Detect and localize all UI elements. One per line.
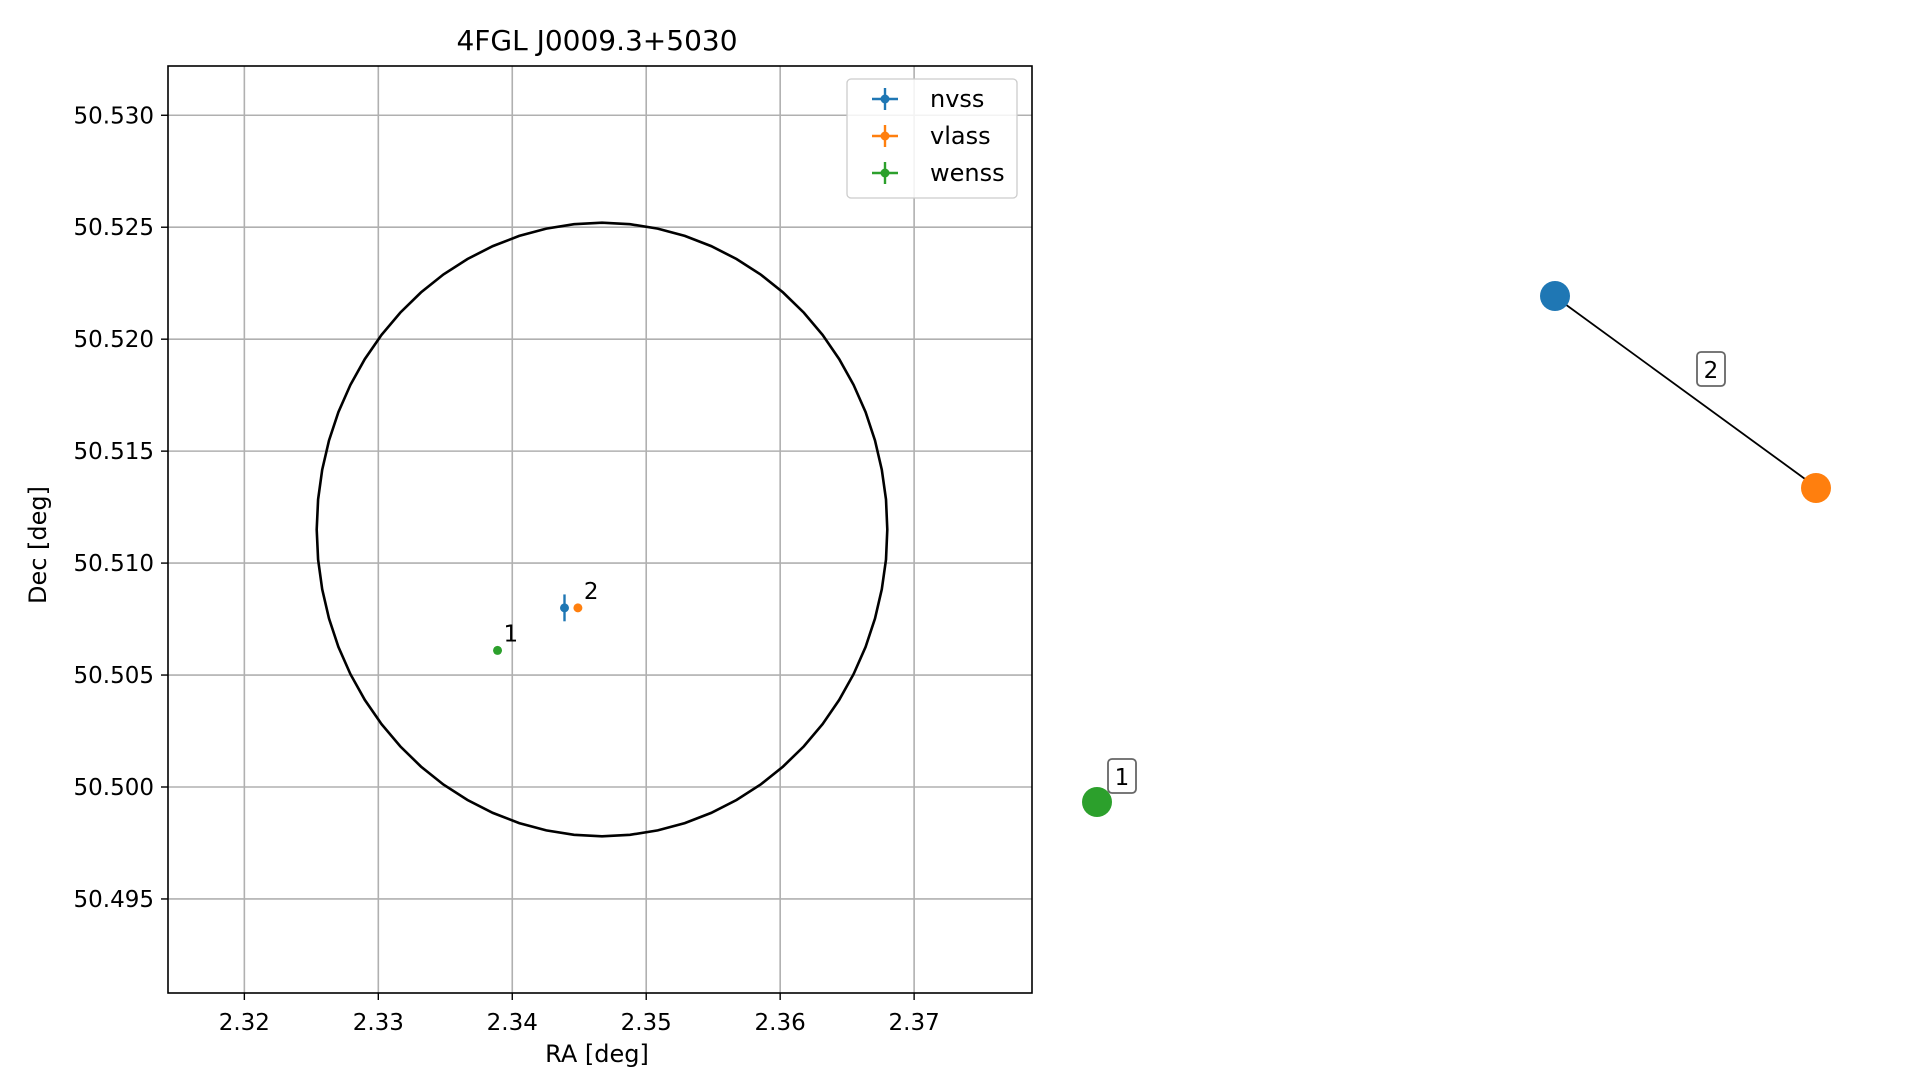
chart-title: 4FGL J0009.3+5030: [456, 24, 737, 57]
x-tick-label: 2.36: [755, 1010, 806, 1036]
x-ticks: 2.32 2.33 2.34 2.35 2.36 2.37: [219, 993, 940, 1036]
edge-nvss-vlass: [1553, 295, 1817, 488]
grid-layer: [168, 66, 1032, 993]
y-ticks: 50.495 50.500 50.505 50.510 50.515 50.520 50.5…: [74, 103, 168, 913]
legend-label-vlass: vlass: [930, 122, 991, 150]
y-axis-label: Dec [deg]: [24, 486, 52, 604]
x-tick-label: 2.34: [487, 1010, 538, 1036]
edge-label-box: [1696, 351, 1726, 387]
localization-ellipse: [315, 221, 889, 838]
point-wenss: [493, 645, 503, 655]
legend-dot-nvss: [880, 94, 890, 104]
legend-frame: [846, 78, 1018, 199]
node-vlass: [1801, 473, 1831, 503]
x-tick-label: 2.35: [621, 1010, 672, 1036]
axes-frame: [167, 65, 1033, 994]
legend: nvss vlass wenss: [846, 78, 1018, 199]
point-vlass: [573, 603, 583, 613]
y-tick-label: 50.510: [74, 551, 154, 577]
point-nvss: [560, 603, 570, 613]
node-label: 1: [1115, 765, 1130, 791]
node-nvss: [1540, 281, 1570, 311]
scatter-panel: 4FGL J0009.3+5030 21 2.32 2.33 2.34 2.35 2.3…: [24, 24, 1033, 1068]
point-label: 1: [504, 621, 519, 647]
x-axis-label: RA [deg]: [545, 1040, 649, 1068]
node-label-box: [1107, 758, 1137, 794]
legend-label-wenss: wenss: [930, 159, 1005, 187]
x-tick-label: 2.33: [353, 1010, 404, 1036]
y-tick-label: 50.530: [74, 103, 154, 129]
x-tick-label: 2.32: [219, 1010, 270, 1036]
y-tick-label: 50.520: [74, 327, 154, 353]
y-tick-label: 50.525: [74, 215, 154, 241]
legend-dot-vlass: [880, 131, 890, 141]
edge-label: 2: [1704, 358, 1719, 384]
points-layer: 21: [493, 579, 599, 655]
network-panel: 2 1: [1082, 281, 1831, 817]
legend-dot-wenss: [880, 168, 890, 178]
node-wenss: [1082, 787, 1112, 817]
point-label: 2: [584, 579, 599, 605]
y-tick-label: 50.500: [74, 775, 154, 801]
x-tick-label: 2.37: [889, 1010, 940, 1036]
y-tick-label: 50.515: [74, 439, 154, 465]
y-tick-label: 50.495: [74, 887, 154, 913]
legend-label-nvss: nvss: [930, 85, 984, 113]
y-tick-label: 50.505: [74, 663, 154, 689]
